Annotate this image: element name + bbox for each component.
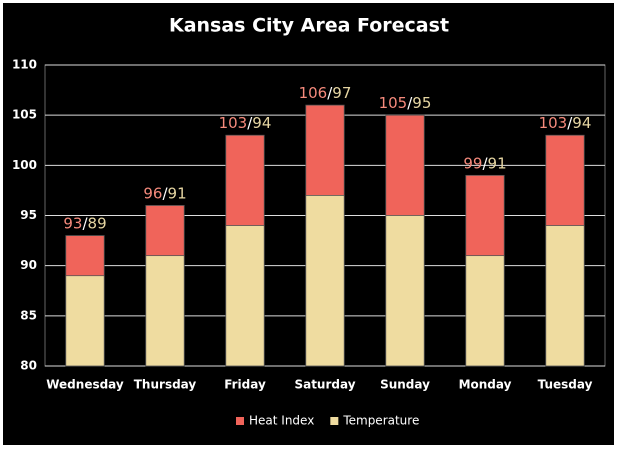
bar bbox=[225, 225, 265, 367]
data-label-value: 94 bbox=[572, 114, 591, 132]
value-separator: / bbox=[407, 94, 413, 112]
y-tick-label: 105 bbox=[12, 108, 37, 122]
data-label-value: 91 bbox=[488, 154, 507, 172]
x-tick-label: Wednesday bbox=[46, 378, 124, 392]
data-label: 99/91 bbox=[463, 154, 506, 172]
legend-swatch bbox=[330, 417, 339, 425]
x-tick-label: Tuesday bbox=[538, 378, 593, 392]
data-label-value: 91 bbox=[168, 184, 187, 202]
data-label-value: 89 bbox=[88, 214, 107, 232]
x-tick-label: Thursday bbox=[134, 378, 197, 392]
value-separator: / bbox=[567, 114, 573, 132]
value-separator: / bbox=[247, 114, 253, 132]
x-tick-label: Friday bbox=[224, 378, 266, 392]
x-tick-label: Saturday bbox=[294, 378, 355, 392]
data-label-value: 96 bbox=[143, 184, 162, 202]
legend-swatch bbox=[236, 417, 244, 425]
data-label-value: 103 bbox=[539, 114, 568, 132]
bar bbox=[65, 275, 105, 367]
data-label: 96/91 bbox=[143, 184, 186, 202]
data-label: 103/94 bbox=[219, 114, 272, 132]
data-label-value: 99 bbox=[463, 154, 482, 172]
chart-title: Kansas City Area Forecast bbox=[169, 15, 449, 37]
legend-label: Temperature bbox=[342, 414, 419, 428]
bar bbox=[465, 255, 505, 367]
value-separator: / bbox=[482, 154, 488, 172]
data-label: 106/97 bbox=[299, 84, 352, 102]
x-tick-label: Monday bbox=[459, 378, 512, 392]
y-tick-label: 90 bbox=[20, 258, 37, 272]
data-label-value: 97 bbox=[332, 84, 351, 102]
y-tick-label: 110 bbox=[12, 58, 37, 72]
data-label-value: 93 bbox=[63, 214, 82, 232]
y-tick-label: 95 bbox=[20, 208, 37, 222]
data-label: 93/89 bbox=[63, 214, 106, 232]
data-label-value: 103 bbox=[219, 114, 248, 132]
y-tick-label: 85 bbox=[20, 308, 37, 322]
y-tick-label: 80 bbox=[20, 359, 37, 373]
bar bbox=[305, 195, 345, 367]
bar bbox=[145, 255, 185, 367]
data-label-value: 95 bbox=[412, 94, 431, 112]
bar bbox=[385, 215, 425, 367]
data-label: 105/95 bbox=[379, 94, 432, 112]
data-label-value: 105 bbox=[379, 94, 408, 112]
legend-label: Heat Index bbox=[249, 414, 314, 428]
value-separator: / bbox=[327, 84, 333, 102]
bar bbox=[545, 225, 585, 367]
x-tick-label: Sunday bbox=[380, 378, 430, 392]
data-label-value: 94 bbox=[252, 114, 271, 132]
value-separator: / bbox=[82, 214, 88, 232]
data-label: 103/94 bbox=[539, 114, 592, 132]
y-tick-label: 100 bbox=[12, 158, 37, 172]
value-separator: / bbox=[162, 184, 168, 202]
data-label-value: 106 bbox=[299, 84, 328, 102]
